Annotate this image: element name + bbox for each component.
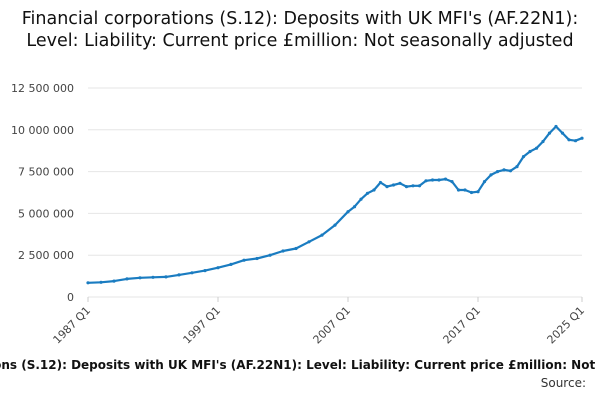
data-point-8 bbox=[190, 271, 194, 275]
data-point-40 bbox=[476, 190, 480, 194]
data-point-43 bbox=[495, 170, 500, 174]
series-line bbox=[87, 125, 583, 284]
data-point-18 bbox=[320, 233, 324, 237]
data-point-39 bbox=[469, 190, 474, 195]
data-point-22 bbox=[359, 197, 363, 201]
x-tick-label: 1997 Q1 bbox=[181, 304, 224, 347]
data-point-16 bbox=[294, 246, 298, 251]
data-point-1 bbox=[99, 280, 103, 284]
data-point-9 bbox=[203, 269, 207, 273]
data-point-41 bbox=[482, 180, 487, 184]
footer-title-strip: Financial corporations (S.12): Deposits … bbox=[0, 356, 600, 376]
x-axis: 1987 Q1 1997 Q1 2007 Q1 2017 Q1 2025 Q1 bbox=[51, 297, 588, 347]
data-points bbox=[86, 124, 584, 285]
data-point-5 bbox=[151, 275, 155, 279]
y-tick-label: 5 000 000 bbox=[18, 207, 74, 220]
data-point-14 bbox=[268, 253, 272, 257]
data-point-33 bbox=[430, 178, 435, 182]
data-point-54 bbox=[567, 138, 571, 142]
chart-title: Financial corporations (S.12): Deposits … bbox=[21, 9, 579, 51]
data-point-7 bbox=[177, 273, 181, 277]
data-point-50 bbox=[541, 139, 545, 144]
x-tick-label: 2025 Q1 bbox=[545, 304, 588, 347]
y-tick-label: 2 500 000 bbox=[18, 249, 74, 262]
data-point-20 bbox=[346, 210, 350, 214]
footer-title: Financial corporations (S.12): Deposits … bbox=[0, 358, 600, 372]
y-tick-label: 7 500 000 bbox=[18, 166, 74, 179]
data-point-2 bbox=[112, 279, 116, 283]
data-point-37 bbox=[456, 188, 461, 192]
data-point-13 bbox=[255, 256, 259, 261]
data-point-4 bbox=[138, 276, 142, 280]
data-point-30 bbox=[411, 184, 415, 188]
data-point-35 bbox=[443, 177, 448, 181]
data-point-55 bbox=[573, 139, 578, 143]
data-point-45 bbox=[508, 169, 513, 173]
data-point-0 bbox=[86, 281, 90, 285]
data-point-34 bbox=[437, 178, 441, 182]
data-point-29 bbox=[404, 185, 409, 189]
grid-layer bbox=[88, 87, 582, 298]
data-point-27 bbox=[391, 183, 396, 187]
data-point-24 bbox=[372, 188, 376, 192]
data-point-56 bbox=[580, 136, 584, 140]
data-point-23 bbox=[365, 191, 370, 195]
data-point-10 bbox=[216, 266, 220, 270]
data-point-46 bbox=[515, 165, 519, 169]
source-label: Source: bbox=[540, 376, 586, 390]
data-point-12 bbox=[242, 258, 246, 262]
data-point-38 bbox=[463, 188, 467, 192]
data-point-17 bbox=[307, 240, 311, 244]
data-point-36 bbox=[450, 180, 454, 184]
data-point-32 bbox=[424, 179, 428, 183]
x-tick-label: 2017 Q1 bbox=[441, 304, 484, 347]
data-point-21 bbox=[352, 205, 357, 209]
data-point-53 bbox=[560, 131, 565, 135]
data-point-28 bbox=[398, 181, 402, 185]
data-point-19 bbox=[333, 223, 337, 227]
data-point-26 bbox=[385, 185, 389, 189]
data-point-48 bbox=[528, 149, 532, 154]
y-tick-label: 12 500 000 bbox=[11, 82, 74, 95]
data-point-31 bbox=[417, 184, 422, 188]
y-tick-label: 0 bbox=[67, 291, 74, 304]
data-point-44 bbox=[502, 168, 506, 172]
data-point-47 bbox=[521, 155, 526, 159]
y-axis: 0 2 500 000 5 000 000 7 500 000 10 000 000 12… bbox=[11, 82, 74, 304]
y-tick-label: 10 000 000 bbox=[11, 124, 74, 137]
data-point-51 bbox=[547, 131, 552, 135]
data-point-11 bbox=[229, 262, 233, 266]
data-point-15 bbox=[281, 249, 285, 253]
data-point-49 bbox=[534, 146, 539, 150]
data-point-6 bbox=[164, 275, 168, 279]
x-tick-label: 1987 Q1 bbox=[51, 304, 94, 347]
data-point-42 bbox=[489, 173, 493, 177]
data-point-25 bbox=[378, 180, 383, 185]
data-point-52 bbox=[554, 124, 558, 129]
data-point-3 bbox=[125, 277, 129, 281]
x-tick-label: 2007 Q1 bbox=[311, 304, 354, 347]
